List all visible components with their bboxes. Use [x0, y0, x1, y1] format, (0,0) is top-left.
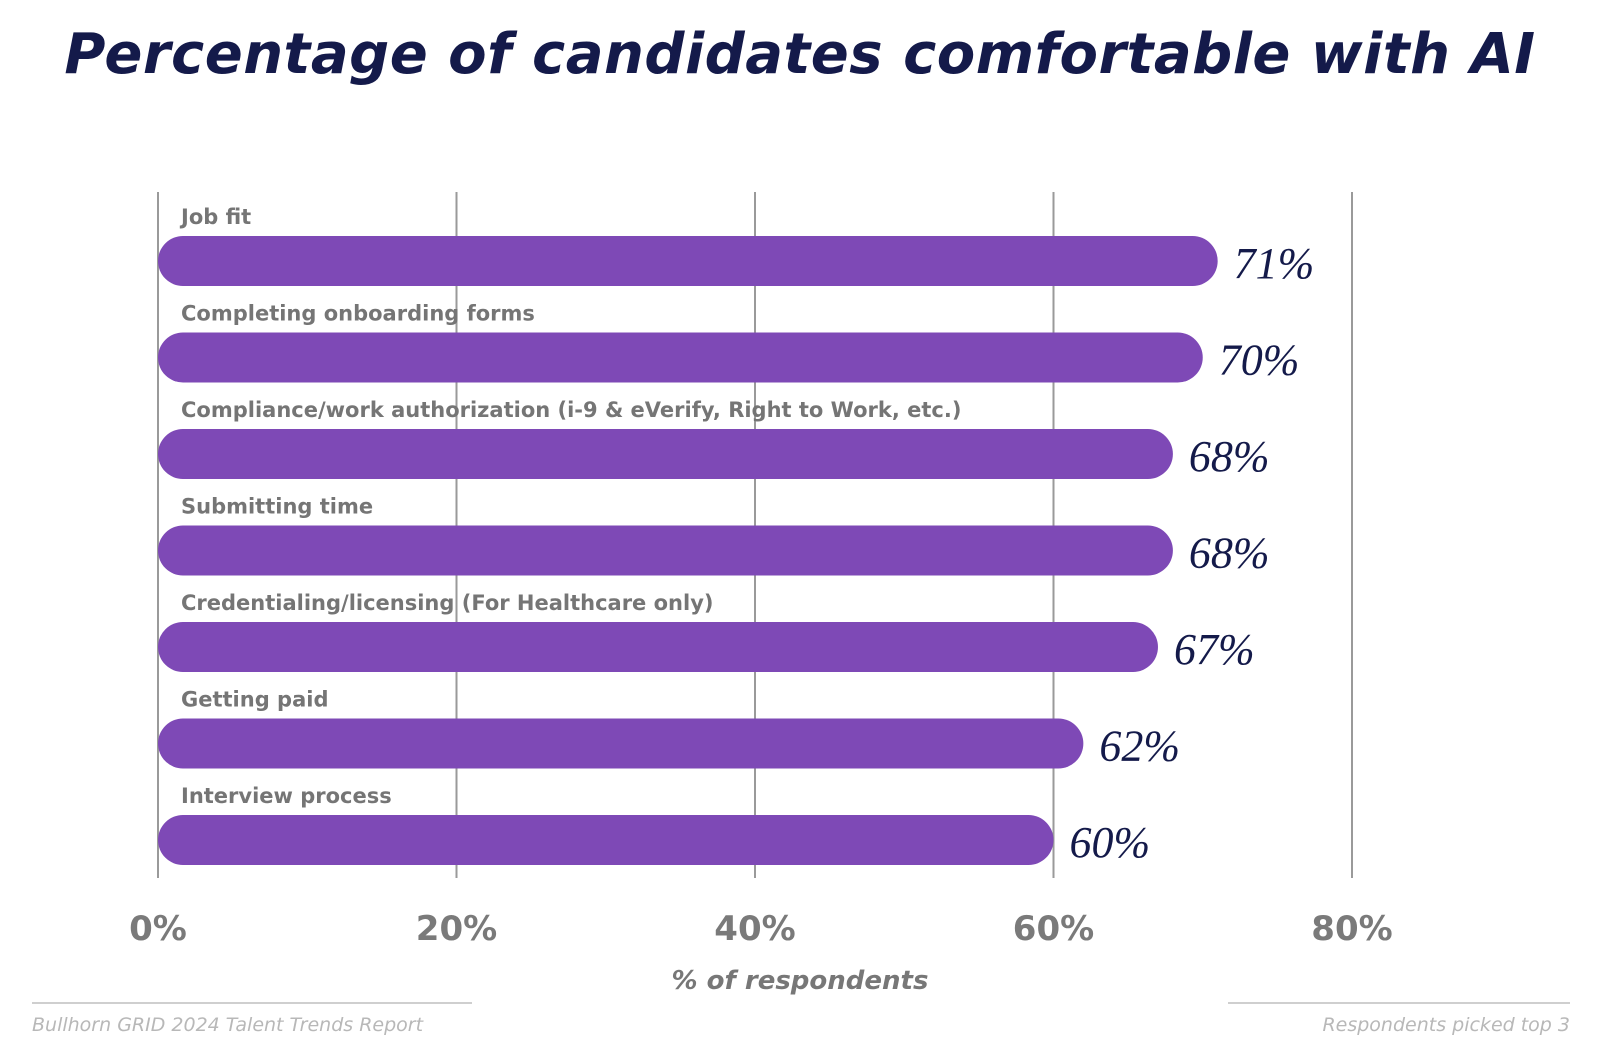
category-label: Submitting time	[181, 495, 373, 519]
bar	[158, 815, 1054, 865]
bar	[158, 622, 1158, 672]
bar	[158, 429, 1173, 479]
bar	[158, 525, 1173, 576]
x-tick-label: 20%	[416, 909, 497, 949]
value-label: 67%	[1174, 625, 1255, 674]
value-label: 68%	[1189, 529, 1270, 578]
source-note: Bullhorn GRID 2024 Talent Trends Report	[32, 1014, 424, 1036]
labels: 0% 20% 40% 60% 80% Job fit 71% Completing onboa…	[129, 205, 1393, 949]
value-label: 62%	[1099, 722, 1180, 771]
category-label: Job fit	[179, 205, 251, 229]
value-label: 68%	[1189, 432, 1270, 481]
bar	[158, 718, 1084, 769]
footer-divider-right	[1228, 1002, 1570, 1004]
category-label: Compliance/work authorization (i-9 & eVe…	[181, 398, 961, 422]
category-label: Getting paid	[181, 688, 328, 712]
x-tick-label: 60%	[1013, 909, 1094, 949]
value-label: 70%	[1219, 336, 1300, 385]
category-label: Credentialing/licensing (For Healthcare …	[181, 591, 713, 615]
bar	[158, 236, 1218, 286]
bars	[158, 236, 1218, 865]
category-label: Interview process	[181, 784, 392, 808]
category-label: Completing onboarding forms	[181, 302, 535, 326]
x-tick-label: 0%	[129, 909, 187, 949]
value-label: 71%	[1234, 239, 1315, 288]
bar	[158, 332, 1203, 383]
x-axis-title: % of respondents	[671, 966, 929, 996]
footer-divider-left	[32, 1002, 472, 1004]
value-label: 60%	[1070, 818, 1151, 867]
respondents-note: Respondents picked top 3	[1322, 1014, 1570, 1036]
x-tick-label: 80%	[1311, 909, 1392, 949]
x-tick-label: 40%	[714, 909, 795, 949]
chart-title: Percentage of candidates comfortable wit…	[64, 22, 1536, 87]
